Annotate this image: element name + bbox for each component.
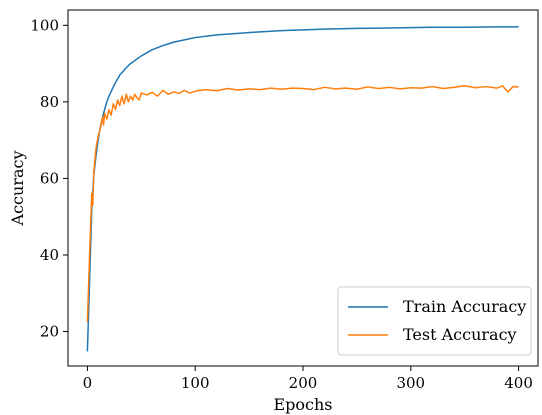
plot-area: [86, 26, 519, 352]
x-tick-label: 100: [181, 374, 210, 392]
y-tick-label: 40: [40, 246, 59, 264]
x-tick-label: 200: [289, 374, 318, 392]
x-tick-label: 400: [504, 374, 533, 392]
y-tick-label: 20: [40, 323, 59, 341]
legend-box: [337, 286, 532, 356]
axes: 0 100 200 300 400 20 40 60 80 100 Epochs Accuracy: [8, 9, 539, 414]
legend: Train Accuracy Test Accuracy: [337, 286, 532, 356]
y-tick-label: 60: [40, 169, 59, 187]
x-tick-label: 0: [83, 374, 93, 392]
legend-label: Train Accuracy: [403, 297, 526, 316]
y-tick-label: 80: [40, 93, 59, 111]
x-tick-label: 300: [396, 374, 425, 392]
x-axis-label: Epochs: [273, 395, 332, 414]
y-axis-label: Accuracy: [8, 151, 27, 227]
series-line-test-accuracy: [86, 85, 519, 323]
y-tick-label: 100: [30, 16, 59, 34]
legend-label: Test Accuracy: [403, 325, 517, 344]
